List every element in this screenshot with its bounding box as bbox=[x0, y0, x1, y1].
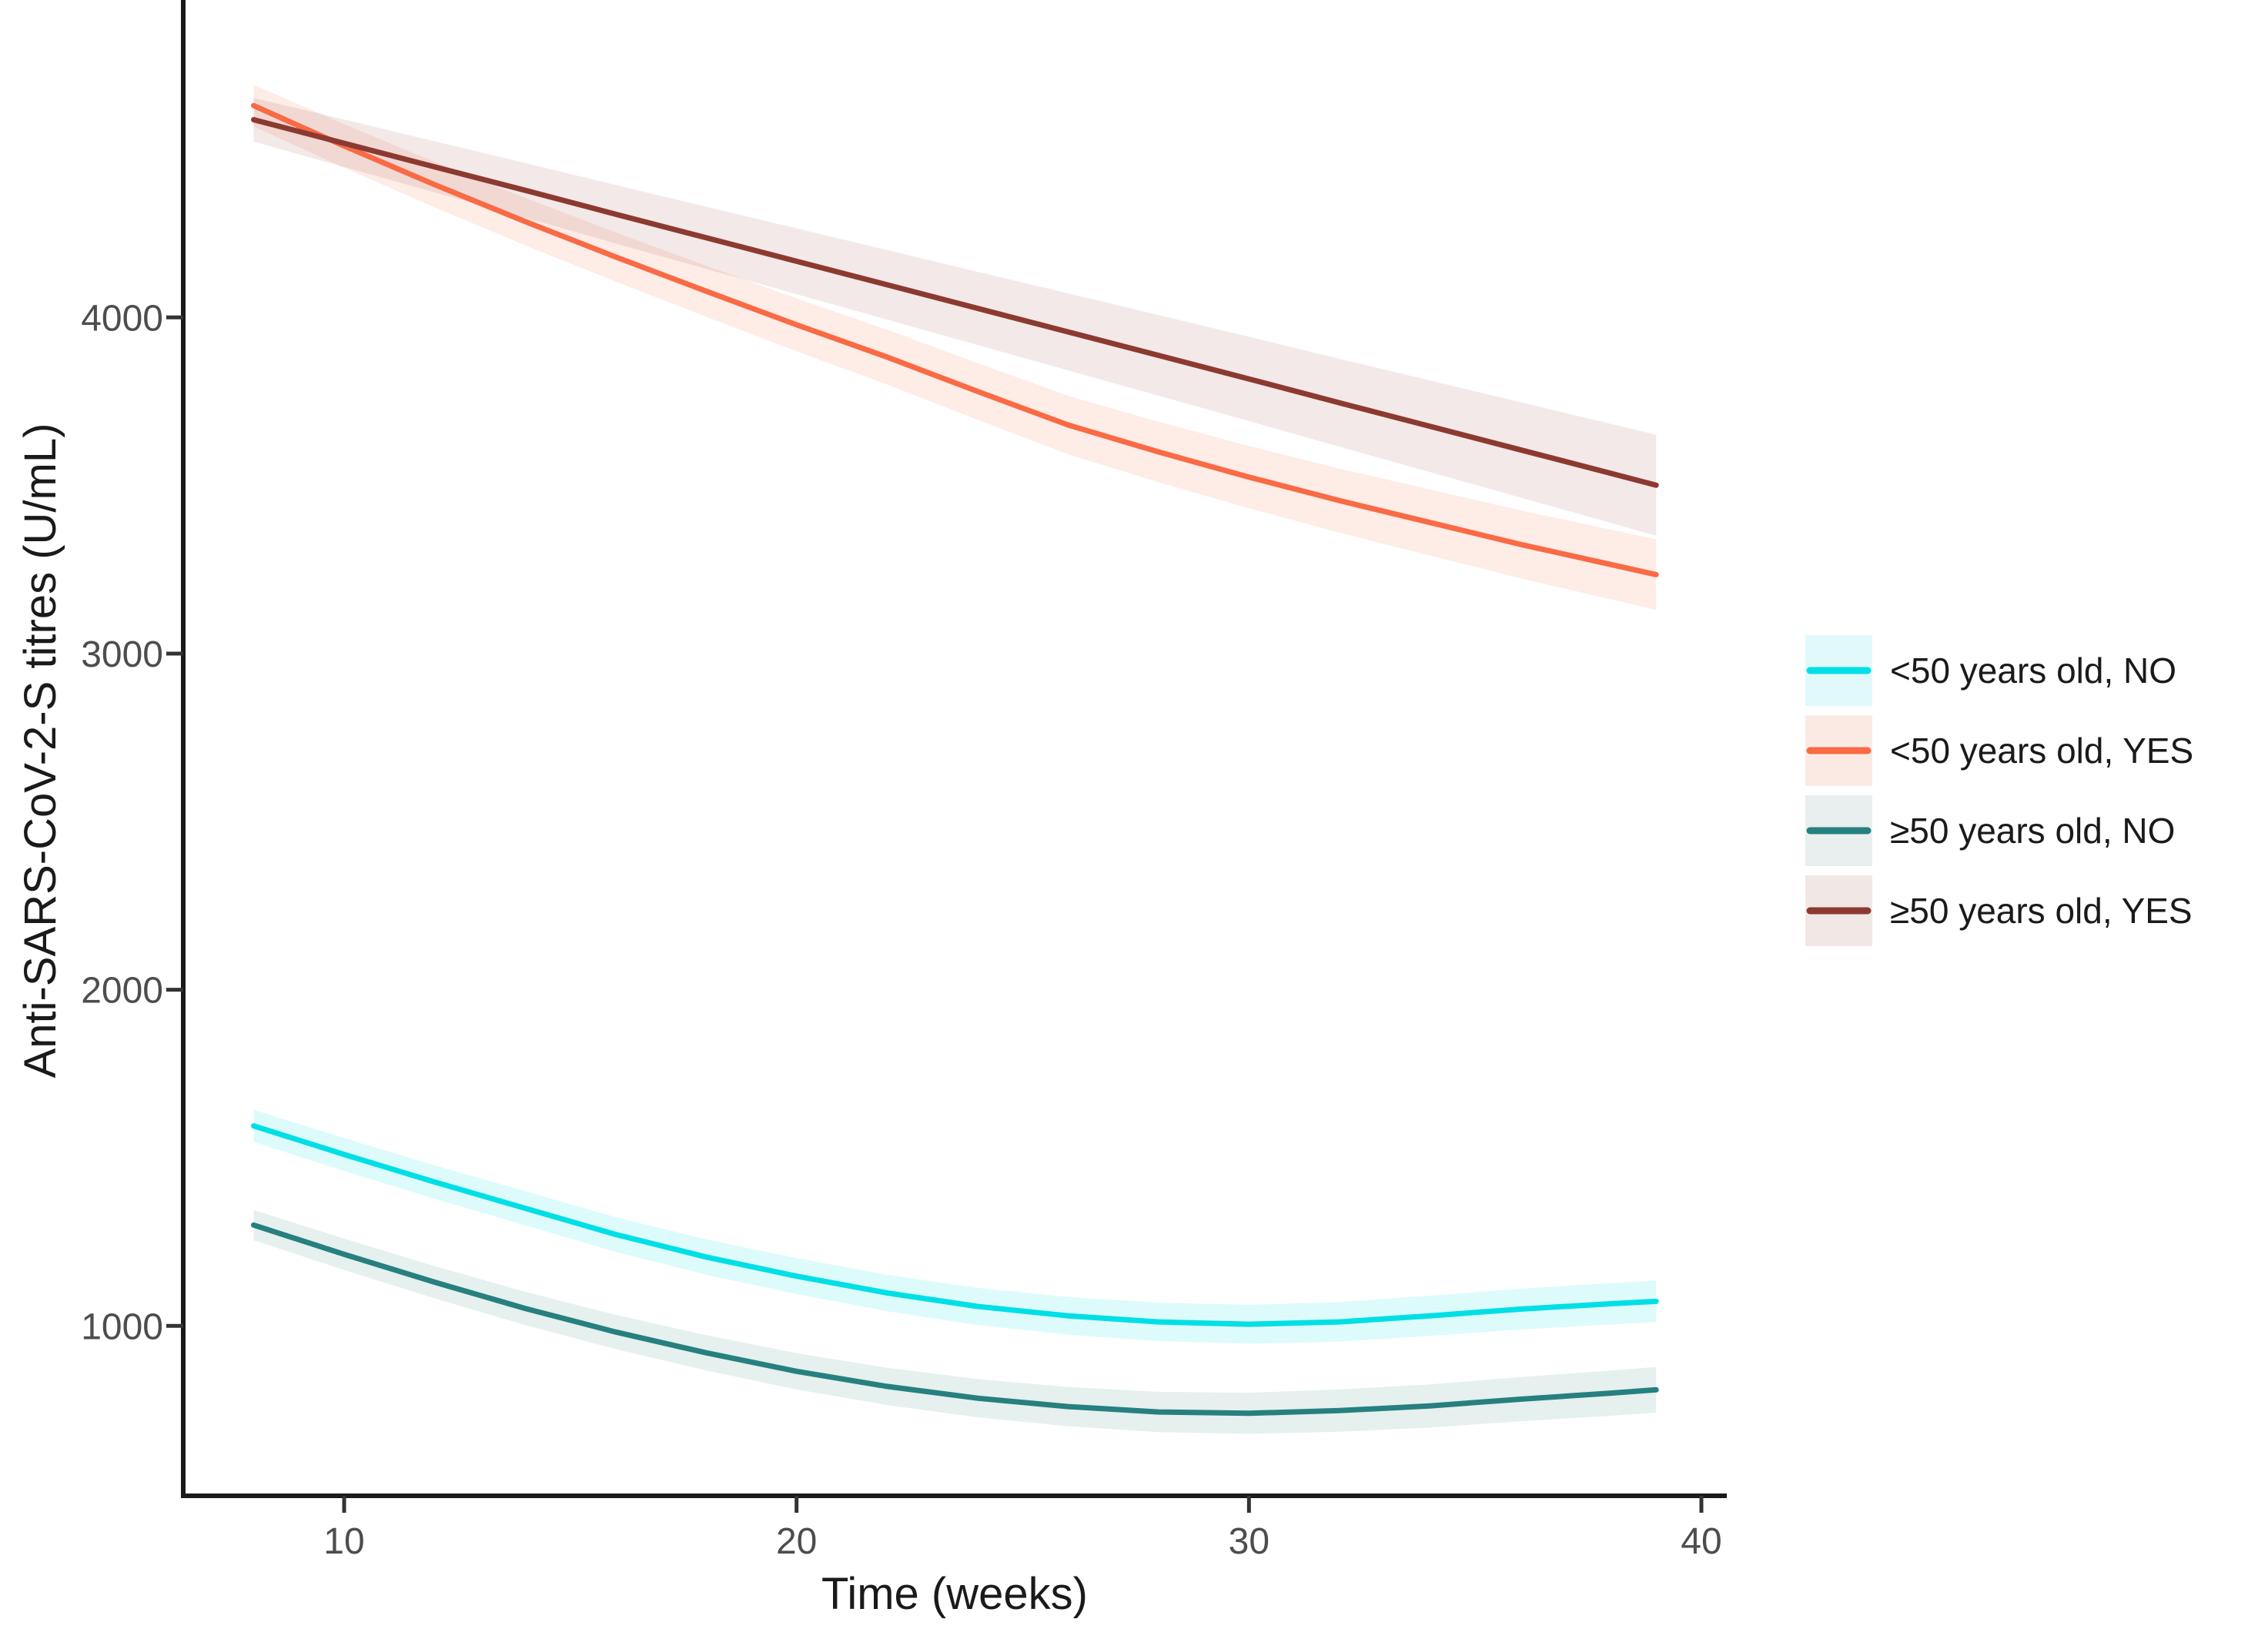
series-lines bbox=[251, 102, 1659, 1417]
legend-label-50-years-old-yes: ≥50 years old, YES bbox=[1890, 891, 2193, 931]
ci-ribbon-50-years-old-no bbox=[253, 1109, 1657, 1344]
series-line-50-years-old-yes bbox=[251, 117, 1659, 488]
legend-item-50-years-old-yes: <50 years old, YES bbox=[1805, 715, 2193, 786]
series-line-50-years-old-no bbox=[251, 1222, 1659, 1417]
legend-item-50-years-old-yes: ≥50 years old, YES bbox=[1805, 875, 2193, 946]
series-line-50-years-old-no bbox=[251, 1123, 1659, 1327]
legend-item-50-years-old-no: ≥50 years old, NO bbox=[1805, 795, 2175, 866]
y-tick-label-4000: 4000 bbox=[81, 298, 163, 339]
x-tick-label-30: 30 bbox=[1229, 1521, 1269, 1562]
x-tick-label-40: 40 bbox=[1681, 1521, 1721, 1562]
ci-ribbon-50-years-old-yes bbox=[253, 98, 1657, 536]
legend-label-50-years-old-no: ≥50 years old, NO bbox=[1890, 811, 2175, 851]
legend-item-50-years-old-no: <50 years old, NO bbox=[1805, 635, 2176, 706]
legend: <50 years old, NO <50 years old, YES ≥50 y… bbox=[1805, 635, 2193, 946]
confidence-ribbons bbox=[253, 85, 1657, 1434]
axis-tick-labels: 1000 2000 3000 4000 10 20 30 40 bbox=[81, 298, 1721, 1562]
series-line-50-years-old-yes bbox=[251, 102, 1659, 577]
y-tick-label-3000: 3000 bbox=[81, 634, 163, 675]
axes bbox=[181, 0, 1727, 1498]
x-tick-label-10: 10 bbox=[323, 1521, 364, 1562]
legend-label-50-years-old-no: <50 years old, NO bbox=[1890, 651, 2176, 691]
y-tick-label-2000: 2000 bbox=[81, 971, 163, 1012]
ci-ribbon-50-years-old-no bbox=[253, 1209, 1657, 1434]
ci-ribbon-50-years-old-yes bbox=[253, 85, 1657, 610]
axis-ticks bbox=[166, 315, 1704, 1513]
legend-label-50-years-old-yes: <50 years old, YES bbox=[1890, 731, 2193, 771]
x-axis-title: Time (weeks) bbox=[821, 1569, 1088, 1619]
y-tick-label-1000: 1000 bbox=[81, 1306, 163, 1347]
x-tick-label-20: 20 bbox=[776, 1521, 817, 1562]
y-axis-title: Anti-SARS-CoV-2-S titres (U/mL) bbox=[15, 423, 65, 1079]
